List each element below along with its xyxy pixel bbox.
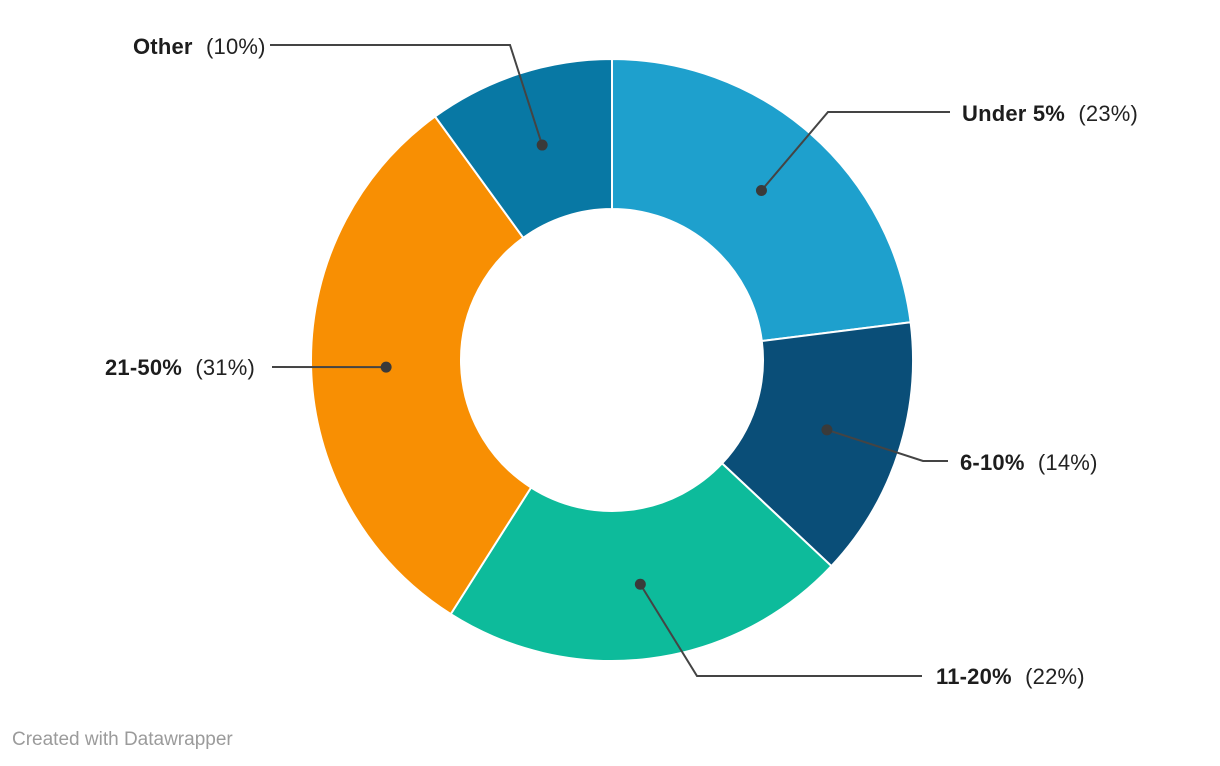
- slice-label-value: (23%): [1078, 101, 1139, 126]
- slice-label-value: (10%): [206, 34, 266, 59]
- leader-dot-other: [536, 139, 548, 151]
- leader-dot-11-20: [634, 578, 646, 590]
- slice-label-value: (22%): [1025, 664, 1085, 689]
- slice-label-other: Other (10%): [133, 34, 266, 60]
- leader-line-other: [270, 44, 544, 146]
- slice-11-20[interactable]: [449, 462, 833, 662]
- slice-label-11-20: 11-20% (22%): [936, 664, 1085, 690]
- slice-label-text: Under 5%: [962, 101, 1066, 126]
- slice-other[interactable]: [434, 58, 613, 239]
- slice-label-value: (31%): [195, 355, 256, 380]
- datawrapper-attribution-link[interactable]: Created with Datawrapper: [12, 729, 233, 750]
- slice-21-50[interactable]: [310, 115, 533, 616]
- slice-label-6-10: 6-10% (14%): [960, 450, 1098, 476]
- leader-line-11-20: [639, 583, 922, 677]
- leader-dot-6-10: [821, 424, 833, 436]
- leader-dot-under-5: [755, 184, 767, 196]
- slice-label-text: Other: [133, 34, 193, 59]
- slice-label-21-50: 21-50% (31%): [105, 355, 255, 381]
- slice-label-under-5: Under 5% (23%): [962, 101, 1138, 127]
- slice-label-text: 6-10%: [960, 450, 1025, 475]
- leader-line-under-5: [760, 111, 950, 192]
- leader-dot-21-50: [380, 361, 392, 373]
- slice-6-10[interactable]: [721, 321, 914, 568]
- slice-under-5[interactable]: [611, 58, 912, 343]
- slice-label-value: (14%): [1037, 450, 1098, 475]
- leader-line-6-10: [826, 428, 948, 462]
- slice-label-text: 11-20%: [936, 664, 1012, 689]
- slice-label-text: 21-50%: [105, 355, 183, 380]
